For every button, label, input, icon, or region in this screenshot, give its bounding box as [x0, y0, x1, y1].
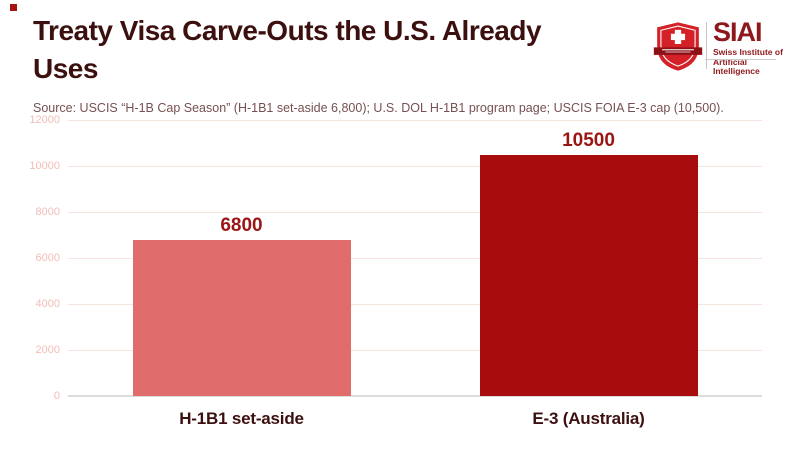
y-tick-label: 6000: [35, 252, 60, 264]
bar-value-label: 10500: [562, 129, 615, 151]
category-label: E-3 (Australia): [532, 409, 645, 428]
bar-value-label: 6800: [220, 214, 263, 236]
bar: [132, 239, 351, 396]
x-axis-line: [68, 395, 762, 397]
accent-square: [10, 4, 17, 11]
logo-subtitle: Swiss Institute of Artificial Intelligenc…: [713, 47, 783, 76]
logo-wordmark: SIAI: [713, 17, 763, 47]
gridline: [68, 212, 762, 213]
source-note: Source: USCIS “H-1B Cap Season” (H-1B1 s…: [33, 101, 724, 115]
gridline: [68, 304, 762, 305]
y-tick-label: 12000: [29, 114, 60, 126]
gridline: [68, 350, 762, 351]
gridline: [68, 166, 762, 167]
y-tick-label: 4000: [35, 298, 60, 310]
page-title: Treaty Visa Carve-Outs the U.S. Already U…: [33, 12, 673, 88]
y-tick-label: 2000: [35, 344, 60, 356]
swiss-shield-icon: [653, 20, 703, 73]
y-tick-label: 0: [53, 390, 60, 402]
logo-underline: [705, 59, 776, 60]
page-title-line1: Treaty Visa Carve-Outs the U.S. Already: [33, 15, 542, 46]
y-tick-label: 8000: [35, 206, 60, 218]
gridline: [68, 120, 762, 121]
gridline: [68, 258, 762, 259]
page-title-line2: Uses: [33, 53, 98, 84]
y-tick-label: 10000: [29, 160, 60, 172]
logo-text: SIAI Swiss Institute of Artificial Intell…: [713, 18, 783, 77]
bar: [479, 154, 698, 396]
siai-logo: SIAI Swiss Institute of Artificial Intell…: [650, 18, 783, 77]
category-label: H-1B1 set-aside: [179, 409, 304, 428]
logo-divider: [706, 22, 707, 69]
